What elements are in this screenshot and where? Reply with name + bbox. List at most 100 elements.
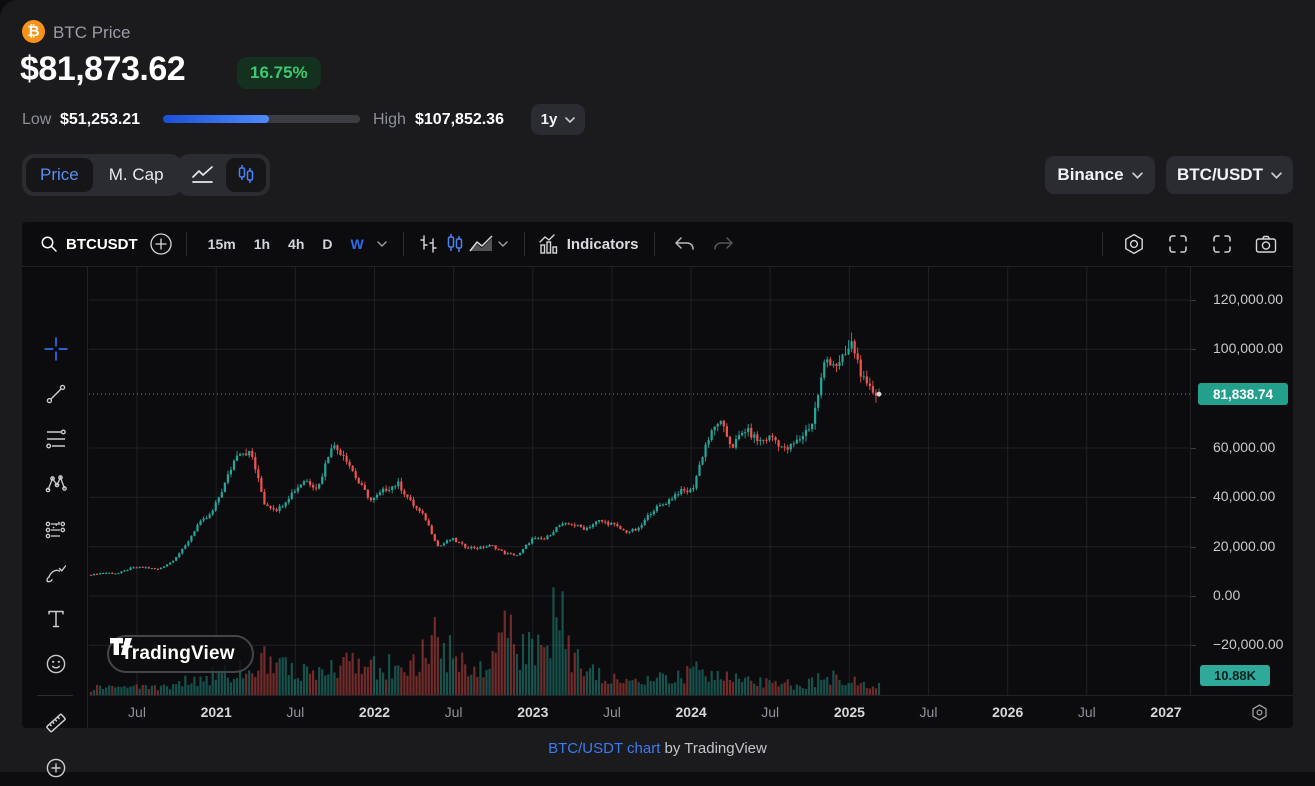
time-axis[interactable]: Jul 2021 Jul 2022 Jul 2023 Jul 2024 Jul 2025 Jul 20…	[89, 695, 1293, 728]
camera-snapshot-icon[interactable]	[1253, 231, 1279, 257]
range-progress-fill	[163, 115, 270, 123]
style-menu-chevron-icon[interactable]	[494, 231, 512, 257]
chart-style-toggle	[177, 154, 270, 196]
axis-settings-icon[interactable]	[1250, 703, 1269, 722]
attribution-text: by TradingView	[660, 740, 767, 757]
redo-icon[interactable]	[711, 231, 737, 257]
symbol-name[interactable]: BTCUSDT	[66, 235, 138, 253]
time-axis-tick: 2024	[675, 704, 707, 720]
toolbar-divider	[523, 232, 525, 256]
price-axis-tick	[1191, 300, 1196, 301]
volume-axis-label: 10.88K	[1200, 665, 1270, 686]
interval-d[interactable]: D	[322, 236, 333, 252]
price-axis-label: 100,000.00	[1213, 340, 1284, 357]
high-value: $107,852.36	[415, 111, 504, 128]
price-axis-tick	[1191, 497, 1196, 499]
expand-icon[interactable]	[1209, 231, 1235, 257]
crosshair-tool-icon[interactable]	[38, 331, 74, 367]
area-style-icon[interactable]	[468, 231, 494, 257]
exchange-dropdown[interactable]: Binance	[1045, 156, 1155, 194]
time-axis-tick: 2026	[992, 704, 1024, 720]
candle-chart-toggle[interactable]	[226, 158, 266, 192]
measure-tool-icon[interactable]	[38, 705, 74, 741]
low-label: Low	[22, 111, 52, 128]
drawing-toolbar	[22, 267, 88, 778]
undo-icon[interactable]	[671, 231, 697, 257]
interval-1h[interactable]: 1h	[253, 236, 271, 252]
symbol-search-icon[interactable]	[36, 231, 62, 257]
price-axis-label: 0.00	[1213, 587, 1241, 603]
interval-15m[interactable]: 15m	[207, 236, 236, 252]
price-range-bar	[163, 115, 360, 123]
tradingview-watermark[interactable]: TradingView	[107, 635, 254, 673]
candlestick-icon	[238, 165, 254, 183]
trend-line-tool-icon[interactable]	[38, 376, 74, 412]
sidebar-divider	[37, 695, 73, 696]
range-selector-value: 1y	[540, 111, 558, 128]
price-axis[interactable]: 120,000.00 100,000.00 60,000.00 40,000.00 20…	[1190, 267, 1293, 695]
price-axis-tick	[1191, 448, 1196, 449]
pair-dropdown[interactable]: BTC/USDT	[1166, 156, 1293, 194]
tab-mcap[interactable]: M. Cap	[95, 158, 178, 192]
indicators-button[interactable]: Indicators	[537, 233, 639, 255]
exchange-dropdown-value: Binance	[1057, 165, 1124, 184]
interval-menu-chevron-icon[interactable]	[373, 231, 391, 257]
time-axis-tick: Jul	[444, 704, 463, 720]
fullscreen-icon[interactable]	[1165, 231, 1191, 257]
indicators-label: Indicators	[566, 235, 639, 253]
time-axis-tick: 2027	[1150, 704, 1182, 720]
tab-price[interactable]: Price	[26, 158, 93, 192]
price-axis-tick	[1191, 349, 1196, 351]
time-axis-tick: 2025	[833, 704, 865, 720]
price-axis-tick	[1191, 596, 1196, 597]
time-axis-tick: Jul	[1077, 704, 1096, 720]
price-mcap-toggle: Price M. Cap	[22, 154, 182, 196]
price-axis-tick	[1191, 645, 1196, 647]
pattern-tool-icon[interactable]	[38, 466, 74, 502]
interval-w[interactable]: W	[350, 236, 364, 252]
emoji-tool-icon[interactable]	[38, 646, 74, 682]
time-axis-tick: Jul	[128, 704, 146, 720]
indicators-icon	[539, 234, 557, 254]
candles-style-icon[interactable]	[442, 231, 468, 257]
brush-tool-icon[interactable]	[38, 556, 74, 592]
time-axis-tick: 2022	[358, 704, 391, 720]
bitcoin-icon: ₿	[22, 20, 45, 43]
time-axis-tick: Jul	[602, 704, 621, 720]
price-axis-tick	[1191, 546, 1196, 548]
text-tool-icon[interactable]	[38, 601, 74, 637]
tradingview-widget: BTCUSDT 15m 1h 4h D W	[22, 222, 1293, 778]
current-price: $81,873.62	[20, 50, 186, 88]
line-chart-icon	[192, 166, 213, 183]
compare-add-icon[interactable]	[148, 231, 174, 257]
price-change-badge: 16.75%	[237, 57, 321, 89]
chart-toolbar: BTCUSDT 15m 1h 4h D W	[22, 222, 1293, 267]
high-label: High	[373, 111, 406, 128]
bars-style-icon[interactable]	[416, 231, 442, 257]
time-axis-tick: Jul	[286, 704, 305, 720]
price-axis-label: −20,000.00	[1213, 636, 1284, 653]
pair-dropdown-value: BTC/USDT	[1177, 165, 1263, 184]
price-axis-label: 40,000.00	[1213, 488, 1276, 505]
candlestick-chart	[89, 267, 1190, 695]
chart-settings-icon[interactable]	[1121, 231, 1147, 257]
line-chart-toggle[interactable]	[181, 158, 224, 192]
tab-mcap-label: M. Cap	[108, 165, 164, 184]
low-value: $51,253.21	[60, 111, 141, 128]
range-selector-dropdown[interactable]: 1y	[531, 104, 585, 135]
time-axis-tick: Jul	[761, 704, 780, 720]
fib-retracement-tool-icon[interactable]	[38, 421, 74, 457]
interval-4h[interactable]: 4h	[288, 236, 305, 252]
toolbar-divider	[654, 232, 656, 256]
chevron-down-icon	[1271, 171, 1282, 179]
watermark-label: TradingView	[121, 643, 235, 664]
attribution-footer: BTC/USDT chart by TradingView	[0, 740, 1315, 757]
projection-tool-icon[interactable]	[38, 511, 74, 547]
price-axis-label: 20,000.00	[1213, 537, 1276, 554]
price-axis-label: 120,000.00	[1213, 291, 1284, 307]
chart-plot-area[interactable]: TradingView	[89, 267, 1190, 695]
chart-attribution-link[interactable]: BTC/USDT chart	[548, 740, 661, 757]
time-axis-tick: 2023	[517, 704, 549, 720]
toolbar-divider	[185, 232, 187, 256]
